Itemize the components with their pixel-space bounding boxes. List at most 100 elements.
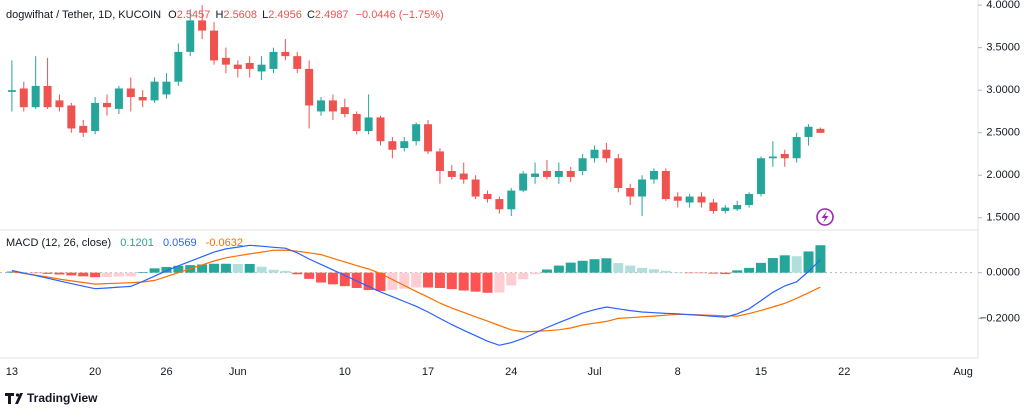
histogram-bar bbox=[791, 256, 802, 273]
macd-line bbox=[11, 244, 821, 346]
candle-body bbox=[804, 126, 813, 137]
x-tick-label: 8 bbox=[675, 366, 681, 378]
candle-body bbox=[673, 196, 682, 201]
histogram-bar bbox=[161, 266, 172, 273]
candle-body bbox=[602, 149, 611, 159]
histogram-bar bbox=[375, 272, 386, 291]
histogram-bar bbox=[125, 272, 136, 277]
histogram-bar bbox=[565, 262, 576, 273]
candle-body bbox=[186, 20, 195, 52]
alert-circle[interactable] bbox=[816, 208, 834, 226]
y-tick-label: 0.0000 bbox=[986, 267, 1020, 279]
candle-body bbox=[364, 117, 373, 132]
candle-body bbox=[174, 51, 183, 82]
histogram-bar bbox=[387, 272, 398, 290]
candle-body bbox=[721, 207, 730, 211]
ohlc-value: 2.5457 bbox=[177, 9, 211, 21]
x-tick-label: 20 bbox=[89, 366, 101, 378]
histogram-bar bbox=[482, 272, 493, 293]
macd-legend: MACD (12, 26, close) 0.1201 0.0569 -0.06… bbox=[6, 237, 243, 249]
histogram-bar bbox=[589, 259, 600, 273]
candle-body bbox=[614, 158, 623, 189]
candle-body bbox=[768, 156, 777, 159]
candle-body bbox=[340, 107, 349, 114]
histogram-bar bbox=[256, 266, 267, 273]
logo-dot[interactable] bbox=[15, 393, 20, 397]
candle-body bbox=[245, 62, 254, 69]
histogram-bar bbox=[637, 267, 648, 273]
candle-body bbox=[103, 102, 112, 108]
histogram-bar bbox=[803, 251, 814, 273]
candle-body bbox=[388, 141, 397, 150]
histogram-bar bbox=[292, 272, 303, 275]
candle-body bbox=[79, 125, 88, 133]
histogram-bar bbox=[316, 272, 327, 283]
histogram-bar bbox=[541, 269, 552, 273]
histogram-bar bbox=[506, 272, 517, 286]
candle-body bbox=[638, 179, 647, 197]
y-tick-label: 3.0000 bbox=[986, 84, 1020, 96]
candle-body bbox=[317, 100, 326, 112]
histogram-bar bbox=[399, 272, 410, 289]
y-tick-label: −0.2000 bbox=[980, 312, 1020, 324]
histogram-bar bbox=[446, 272, 457, 290]
x-tick-label: Jun bbox=[229, 366, 247, 378]
histogram-bar bbox=[149, 268, 160, 273]
histogram-bar bbox=[90, 272, 101, 278]
candle-body bbox=[733, 205, 742, 210]
histogram-bar bbox=[339, 272, 350, 287]
y-tick-label: 2.0000 bbox=[986, 169, 1020, 181]
candle-body bbox=[697, 196, 706, 203]
histogram-bar bbox=[102, 272, 113, 278]
candle-body bbox=[649, 171, 658, 180]
histogram-bar bbox=[744, 267, 755, 273]
y-tick-label: 1.5000 bbox=[986, 212, 1020, 224]
logo-mark[interactable] bbox=[5, 393, 23, 404]
candle-body bbox=[626, 188, 635, 197]
y-tick-label: 2.5000 bbox=[986, 127, 1020, 139]
histogram-bar bbox=[553, 265, 564, 273]
candle-body bbox=[150, 81, 159, 101]
x-tick-label: 22 bbox=[838, 366, 850, 378]
x-tick-label: 10 bbox=[339, 366, 351, 378]
candle-body bbox=[55, 100, 64, 108]
candle-body bbox=[566, 171, 575, 177]
candle-body bbox=[542, 171, 551, 177]
histogram-bar bbox=[434, 272, 445, 288]
histogram-bar bbox=[66, 272, 77, 276]
histogram-bar bbox=[518, 272, 529, 280]
histogram-bar bbox=[660, 270, 671, 273]
histogram-bar bbox=[613, 263, 624, 273]
brand-name[interactable]: TradingView bbox=[27, 391, 98, 405]
histogram-bar bbox=[625, 265, 636, 273]
alert-bolt[interactable] bbox=[821, 211, 829, 223]
x-tick-label: 13 bbox=[6, 366, 18, 378]
brand-logo[interactable]: TradingView bbox=[5, 391, 98, 405]
histogram-bar bbox=[779, 255, 790, 273]
alert-icon[interactable] bbox=[816, 208, 834, 226]
histogram-bar bbox=[244, 263, 255, 273]
histogram-bar bbox=[648, 269, 659, 273]
histogram-bar bbox=[411, 272, 422, 288]
candle-body bbox=[7, 90, 16, 92]
symbol-title: dogwifhat / Tether, 1D, KUCOIN bbox=[6, 9, 161, 21]
histogram-bar bbox=[530, 272, 541, 275]
candle-body bbox=[792, 136, 801, 159]
histogram-bar bbox=[363, 272, 374, 291]
candle-body bbox=[221, 57, 230, 65]
candle-body bbox=[233, 64, 242, 69]
ohlc-label: O bbox=[168, 9, 177, 21]
candle-body bbox=[257, 64, 266, 72]
histogram-bar bbox=[601, 258, 612, 273]
histogram-bar bbox=[232, 263, 243, 273]
y-tick-label: 4.0000 bbox=[986, 0, 1020, 11]
candle-body bbox=[305, 68, 314, 106]
histogram-bar bbox=[197, 264, 208, 273]
candle-body bbox=[198, 20, 207, 31]
y-tick-label: 3.5000 bbox=[986, 42, 1020, 54]
histogram-bar bbox=[767, 258, 778, 273]
histogram-bar bbox=[672, 272, 683, 273]
ohlc-label: L bbox=[262, 9, 268, 21]
ohlc-value: 2.4956 bbox=[268, 9, 302, 21]
